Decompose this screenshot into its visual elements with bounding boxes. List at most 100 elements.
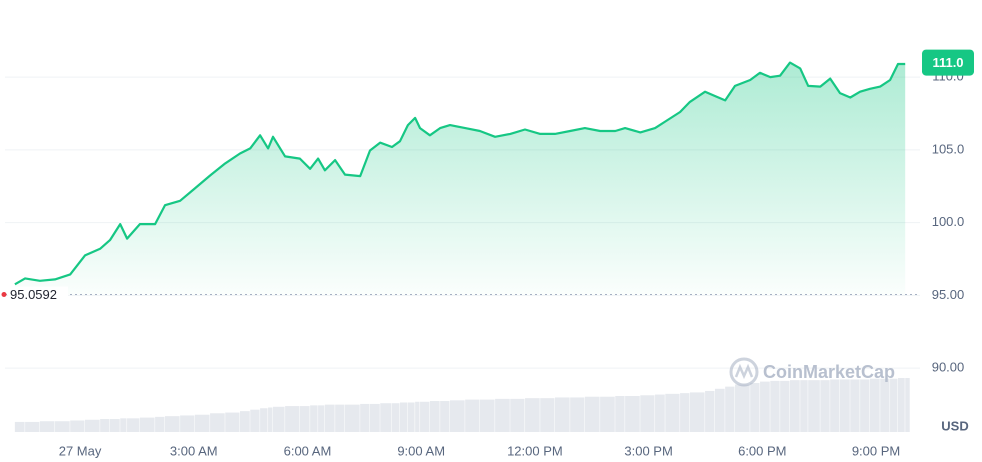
volume-bar bbox=[554, 397, 570, 432]
volume-bar bbox=[860, 379, 870, 432]
volume-bar bbox=[770, 380, 780, 432]
volume-bar bbox=[272, 406, 285, 432]
volume-bar bbox=[898, 378, 905, 432]
volume-bar bbox=[808, 380, 820, 432]
volume-bar bbox=[465, 399, 480, 432]
volume-bar bbox=[510, 398, 525, 432]
volume bbox=[14, 378, 910, 432]
price-line bbox=[14, 61, 906, 286]
volume-bar bbox=[760, 381, 770, 432]
volume-bar bbox=[360, 403, 370, 432]
volume-bar bbox=[525, 398, 540, 432]
volume-bar bbox=[100, 419, 110, 432]
volume-bar bbox=[380, 403, 392, 432]
volume-bar bbox=[210, 413, 225, 432]
volume-bar bbox=[335, 404, 345, 432]
volume-bar bbox=[869, 378, 880, 432]
volume-bar bbox=[714, 388, 725, 432]
volume-bar bbox=[285, 406, 300, 432]
watermark: CoinMarketCap bbox=[763, 362, 895, 382]
volume-bar bbox=[155, 416, 165, 432]
volume-bar bbox=[495, 398, 510, 432]
volume-bar bbox=[615, 396, 625, 432]
volume-bar bbox=[840, 379, 850, 432]
volume-bar bbox=[84, 419, 100, 432]
volume-bar bbox=[584, 396, 600, 432]
volume-bar bbox=[600, 396, 615, 432]
area bbox=[14, 62, 906, 295]
volume-bar bbox=[240, 411, 250, 432]
volume-bar bbox=[399, 402, 408, 432]
volume-bar bbox=[750, 383, 760, 432]
volume-bar bbox=[625, 396, 640, 432]
volume-bar bbox=[689, 392, 705, 432]
volume-bar bbox=[640, 395, 655, 432]
volume-bar bbox=[449, 400, 465, 432]
volume-bar bbox=[164, 416, 180, 432]
volume-bar bbox=[665, 393, 680, 432]
volume-bar bbox=[139, 417, 155, 432]
volume-bar bbox=[415, 401, 420, 432]
volume-bar bbox=[540, 398, 555, 432]
volume-bar bbox=[735, 384, 750, 432]
volume-bar bbox=[127, 418, 140, 432]
volume-bar bbox=[850, 379, 860, 432]
volume-bar bbox=[391, 403, 400, 432]
y-axis-label: USD bbox=[941, 418, 968, 433]
reference-label: 95.0592 bbox=[10, 287, 57, 302]
y-tick-label: 105.0 bbox=[932, 141, 965, 156]
x-tick-label: 3:00 PM bbox=[624, 443, 672, 458]
volume-bar bbox=[479, 399, 495, 432]
volume-bar bbox=[407, 402, 415, 432]
y-tick-label: 95.00 bbox=[932, 287, 965, 302]
volume-bar bbox=[324, 404, 335, 432]
volume-bar bbox=[570, 397, 585, 432]
volume-bar bbox=[194, 414, 210, 432]
y-tick-label: 100.0 bbox=[932, 214, 965, 229]
volume-bar bbox=[120, 418, 127, 432]
volume-bar bbox=[820, 380, 830, 432]
volume-bar bbox=[800, 380, 808, 432]
x-tick-label: 12:00 PM bbox=[507, 443, 563, 458]
volume-bar bbox=[25, 421, 40, 432]
volume-bar bbox=[890, 378, 898, 432]
y-tick-label: 90.00 bbox=[932, 360, 965, 375]
reference-label-bg bbox=[8, 286, 68, 303]
price bbox=[14, 61, 906, 295]
volume-bar bbox=[830, 379, 840, 432]
volume-bar bbox=[420, 401, 430, 432]
volume-bar bbox=[680, 393, 690, 432]
reference-dot bbox=[1, 292, 7, 298]
volume-bar bbox=[260, 408, 268, 432]
volume-bar bbox=[905, 378, 910, 432]
volume-bar bbox=[109, 419, 120, 432]
volume-bar bbox=[655, 394, 665, 432]
volume-bar bbox=[268, 407, 273, 432]
volume-bar bbox=[39, 421, 55, 432]
x-tick-label: 3:00 AM bbox=[170, 443, 218, 458]
last-price-badge bbox=[922, 49, 974, 76]
x-tick-label: 6:00 PM bbox=[738, 443, 786, 458]
last-price-label: 111.0 bbox=[932, 55, 963, 70]
volume-bar bbox=[780, 380, 790, 432]
volume-bar bbox=[299, 406, 310, 432]
volume-bar bbox=[370, 403, 380, 432]
x-tick-label: 9:00 PM bbox=[852, 443, 900, 458]
volume-bar bbox=[250, 409, 260, 432]
volume-bar bbox=[310, 405, 318, 432]
volume-bar bbox=[429, 401, 440, 432]
volume-bar bbox=[14, 421, 25, 432]
volume-bar bbox=[344, 404, 360, 432]
watermark-logo bbox=[729, 357, 759, 387]
volume-bar bbox=[789, 380, 800, 432]
x-tick-label: 9:00 AM bbox=[397, 443, 445, 458]
volume-bar bbox=[180, 415, 195, 432]
volume-bar bbox=[318, 405, 325, 432]
volume-bar bbox=[705, 390, 715, 432]
volume-bar bbox=[225, 412, 240, 432]
volume-bar bbox=[880, 378, 890, 432]
volume-bar bbox=[55, 421, 70, 432]
volume-bar bbox=[440, 401, 450, 432]
x-tick-label: 27 May bbox=[59, 443, 102, 458]
